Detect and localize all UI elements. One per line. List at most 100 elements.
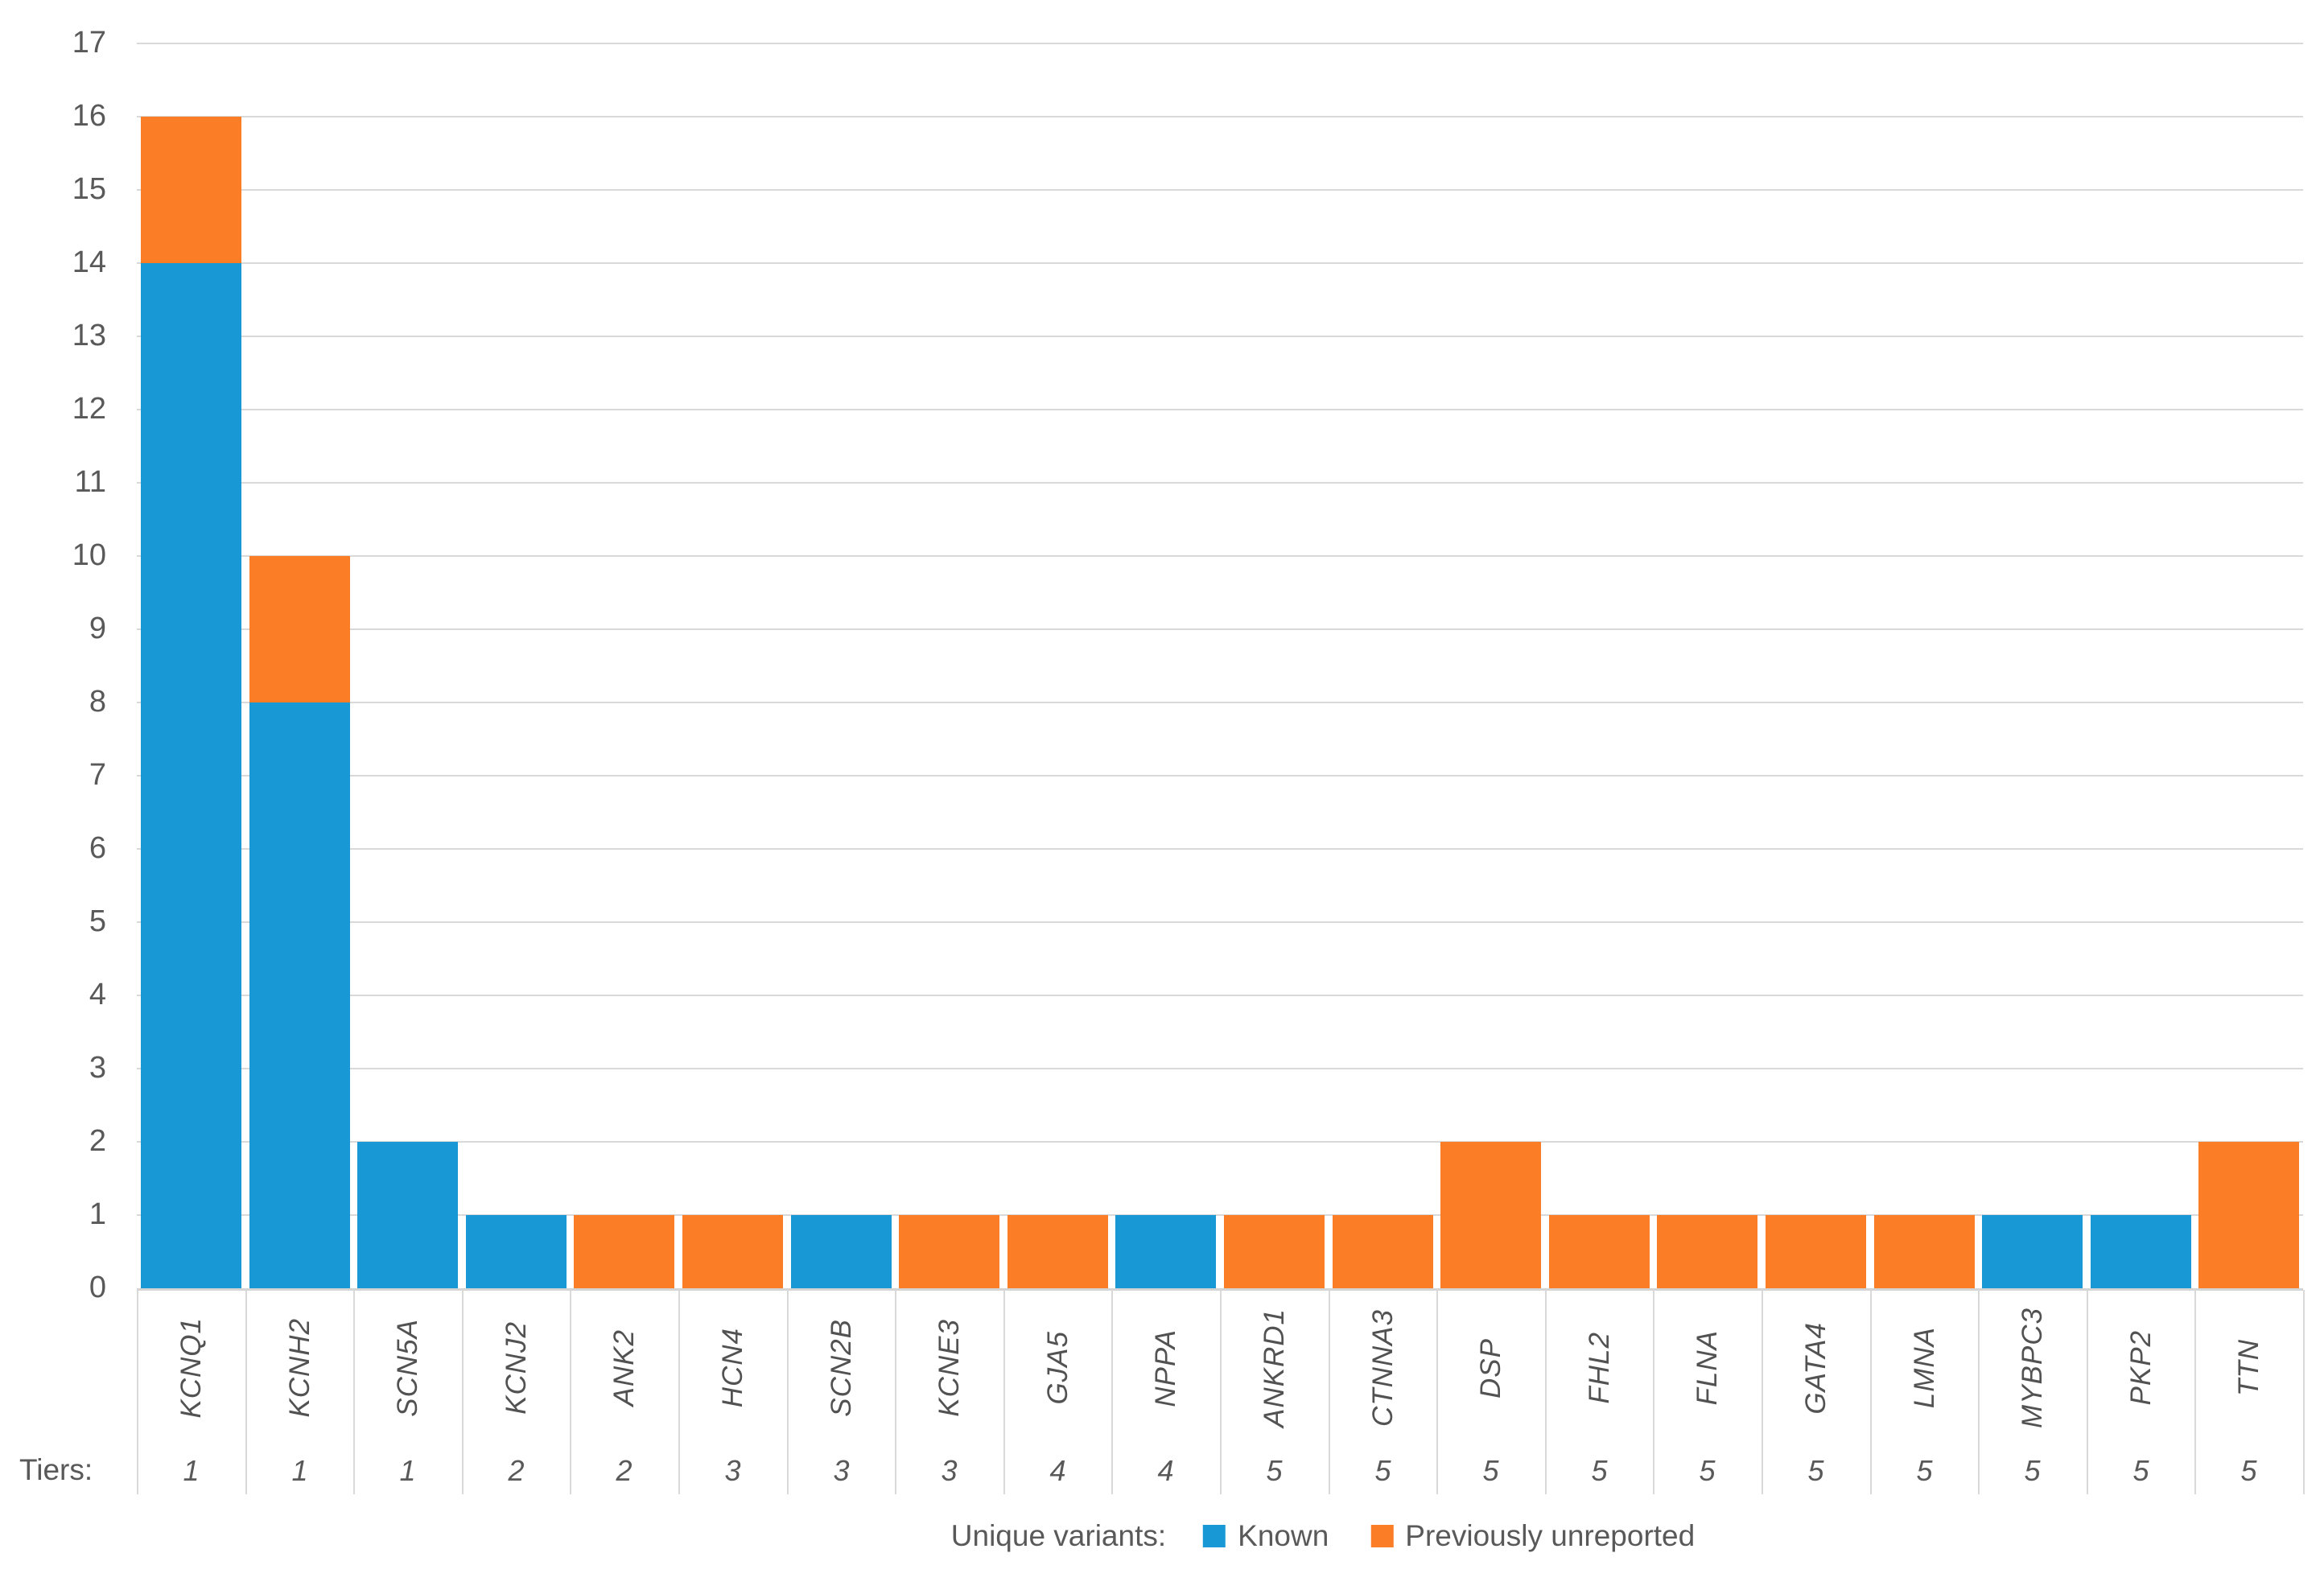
category-separator	[1003, 1290, 1005, 1494]
tier-value: 5	[2240, 1454, 2257, 1487]
category-separator	[1653, 1290, 1654, 1494]
gene-label: NPPA	[1149, 1329, 1181, 1407]
bar-segment-known-KCNJ2	[466, 1215, 567, 1288]
tier-value: 3	[724, 1454, 741, 1487]
category-cell-GATA4: GATA4 5	[1762, 1290, 1870, 1494]
gridline	[137, 921, 2303, 923]
category-cell-KCNE3: KCNE3 3	[895, 1290, 1003, 1494]
y-axis-tick-label: 10	[72, 538, 106, 573]
tier-value: 5	[1266, 1454, 1283, 1487]
bar-segment-unreported-GATA4	[1766, 1215, 1866, 1288]
tier-value: 4	[1157, 1454, 1174, 1487]
gene-label-wrap: TTN	[2194, 1293, 2303, 1443]
category-cell-GJA5: GJA5 4	[1003, 1290, 1112, 1494]
y-axis-tick-label: 7	[89, 758, 106, 793]
y-axis-tick-label: 8	[89, 685, 106, 719]
category-separator	[787, 1290, 789, 1494]
gene-label: SCN5A	[391, 1319, 423, 1417]
gene-label: FHL2	[1583, 1332, 1615, 1404]
gene-label-wrap: GATA4	[1762, 1293, 1870, 1443]
bar-segment-unreported-KCNH2	[249, 556, 350, 702]
y-axis-tick-label: 15	[72, 172, 106, 207]
category-cell-NPPA: NPPA 4	[1111, 1290, 1220, 1494]
y-axis-tick-label: 1	[89, 1197, 106, 1232]
gene-label-wrap: ANKRD1	[1220, 1293, 1329, 1443]
category-cell-FLNA: FLNA 5	[1653, 1290, 1762, 1494]
gene-label: SCN2B	[825, 1319, 857, 1417]
category-separator	[1870, 1290, 1872, 1494]
gridline	[137, 775, 2303, 777]
y-axis-tick-label: 4	[89, 978, 106, 1012]
gene-label: PKP2	[2124, 1330, 2157, 1406]
gene-label-wrap: CTNNA3	[1329, 1293, 1437, 1443]
bar-segment-unreported-DSP	[1440, 1142, 1541, 1288]
category-cell-ANK2: ANK2 2	[570, 1290, 678, 1494]
y-axis-tick-label: 14	[72, 245, 106, 280]
gene-label: KCNQ1	[175, 1317, 207, 1419]
y-axis-tick-label: 5	[89, 904, 106, 939]
category-separator	[1762, 1290, 1763, 1494]
category-cell-MYBPC3: MYBPC3 5	[1978, 1290, 2087, 1494]
gridline	[137, 1141, 2303, 1143]
tier-value: 2	[616, 1454, 633, 1487]
gene-label-wrap: SCN5A	[353, 1293, 462, 1443]
gridline	[137, 555, 2303, 557]
gene-label: DSP	[1474, 1337, 1506, 1399]
gene-label-wrap: HCN4	[678, 1293, 787, 1443]
category-separator	[353, 1290, 355, 1494]
bar-segment-unreported-HCN4	[682, 1215, 783, 1288]
category-cell-ANKRD1: ANKRD1 5	[1220, 1290, 1329, 1494]
tier-value: 5	[2024, 1454, 2041, 1487]
gene-label: KCNH2	[283, 1318, 315, 1418]
tier-value: 5	[1807, 1454, 1824, 1487]
tier-value: 5	[1916, 1454, 1933, 1487]
category-separator	[245, 1290, 247, 1494]
gene-label: TTN	[2232, 1339, 2264, 1397]
category-separator	[678, 1290, 680, 1494]
category-cell-CTNNA3: CTNNA3 5	[1329, 1290, 1437, 1494]
tier-value: 1	[399, 1454, 416, 1487]
y-axis-tick-label: 16	[72, 99, 106, 134]
gene-label-wrap: SCN2B	[787, 1293, 896, 1443]
y-axis-tick-label: 2	[89, 1124, 106, 1159]
category-cell-LMNA: LMNA 5	[1870, 1290, 1979, 1494]
category-cell-DSP: DSP 5	[1436, 1290, 1545, 1494]
gene-label-wrap: KCNJ2	[462, 1293, 571, 1443]
gene-label: CTNNA3	[1366, 1308, 1399, 1427]
gene-label: FLNA	[1691, 1330, 1723, 1406]
category-cell-PKP2: PKP2 5	[2087, 1290, 2195, 1494]
bar-segment-unreported-KCNE3	[899, 1215, 999, 1288]
bar-segment-unreported-ANKRD1	[1224, 1215, 1325, 1288]
gridline	[137, 702, 2303, 703]
category-cell-SCN2B: SCN2B 3	[787, 1290, 896, 1494]
legend-title: Unique variants:	[950, 1519, 1167, 1552]
y-axis-tick-label: 3	[89, 1051, 106, 1085]
gene-label-wrap: KCNH2	[245, 1293, 354, 1443]
y-axis-tick-label: 17	[72, 26, 106, 60]
category-cell-HCN4: HCN4 3	[678, 1290, 787, 1494]
gene-label-wrap: GJA5	[1003, 1293, 1112, 1443]
category-cell-KCNQ1: KCNQ1 1	[137, 1290, 245, 1494]
category-cell-KCNJ2: KCNJ2 2	[462, 1290, 571, 1494]
y-axis-tick-label: 6	[89, 831, 106, 866]
bar-segment-unreported-FHL2	[1549, 1215, 1650, 1288]
gridline	[137, 1068, 2303, 1069]
bar-segment-unreported-CTNNA3	[1333, 1215, 1433, 1288]
gridline	[137, 43, 2303, 44]
category-separator	[895, 1290, 896, 1494]
x-axis-line	[137, 1288, 2303, 1291]
category-cell-FHL2: FHL2 5	[1545, 1290, 1654, 1494]
bar-segment-known-SCN5A	[357, 1142, 458, 1288]
y-axis-tick-label: 0	[89, 1271, 106, 1305]
category-separator	[1545, 1290, 1547, 1494]
gene-label: GATA4	[1799, 1321, 1832, 1415]
tier-value: 3	[941, 1454, 958, 1487]
bar-segment-unreported-ANK2	[574, 1215, 674, 1288]
gene-label-wrap: ANK2	[570, 1293, 678, 1443]
tier-value: 3	[833, 1454, 850, 1487]
gene-label-wrap: FLNA	[1653, 1293, 1762, 1443]
category-separator	[1978, 1290, 1980, 1494]
gene-label: ANK2	[608, 1329, 640, 1407]
gene-label-wrap: NPPA	[1111, 1293, 1220, 1443]
